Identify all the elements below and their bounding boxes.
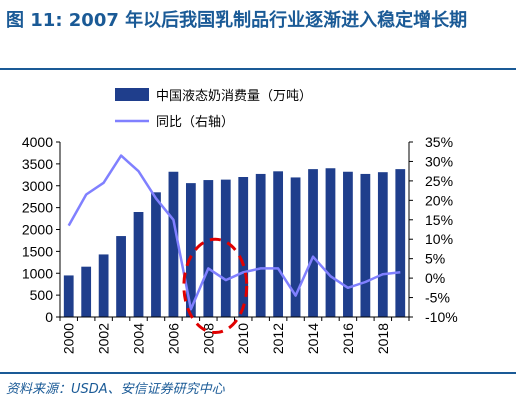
bar [168, 171, 179, 317]
x-tick-label: 2004 [131, 323, 147, 354]
bar [290, 177, 301, 317]
legend-label-consumption: 中国液态奶消费量（万吨） [156, 89, 312, 104]
y-left-tick-label: 0 [45, 309, 53, 325]
source-note: 资料来源：USDA、安信证券研究中心 [6, 382, 225, 397]
bar [343, 171, 353, 317]
y-right-tick-label: 20% [425, 192, 453, 208]
y-left-tick-label: 1000 [22, 265, 53, 281]
x-tick-label: 2018 [375, 323, 391, 354]
y-right-tick-label: -5% [425, 290, 450, 306]
y-right-tick-label: 15% [425, 212, 453, 228]
bar [63, 275, 74, 317]
y-right-tick-label: 5% [425, 251, 445, 267]
y-right-tick-label: -10% [425, 309, 458, 325]
x-tick-label: 2006 [165, 323, 181, 354]
y-left-tick-label: 1500 [22, 243, 53, 259]
bar [377, 172, 388, 317]
footer-divider [0, 372, 516, 374]
bar [360, 173, 371, 317]
y-left-tick-label: 2000 [22, 222, 53, 238]
bar [151, 192, 161, 317]
yoy-line [67, 154, 401, 311]
plot-area: 0 500 1000 1500 2000 2500 3000 3500 4000 -10% -5% 0… [22, 134, 458, 354]
bar [308, 169, 318, 317]
bar [133, 212, 144, 317]
title-divider [0, 68, 516, 70]
x-tick-label: 2014 [305, 323, 321, 354]
bar [395, 169, 406, 317]
bar [81, 266, 92, 317]
y-left-tick-label: 3000 [22, 178, 53, 194]
x-tick-label: 2010 [235, 323, 251, 354]
y-right-tick-label: 10% [425, 231, 453, 247]
bar [98, 254, 109, 317]
x-tick-label: 2012 [270, 323, 286, 354]
figure-title: 图 11: 2007 年以后我国乳制品行业逐渐进入稳定增长期 [6, 10, 468, 31]
bar [325, 168, 336, 317]
y-right-tick-label: 25% [425, 173, 453, 189]
bar [185, 183, 196, 317]
y-left-tick-label: 3500 [22, 156, 53, 172]
legend: 中国液态奶消费量（万吨） 同比（右轴） [115, 88, 312, 130]
x-tick-label: 2016 [340, 323, 356, 354]
y-left-tick-label: 4000 [22, 134, 53, 150]
bar [203, 180, 214, 317]
chart: 中国液态奶消费量（万吨） 同比（右轴） 0 500 1000 1500 2000 2500… [22, 88, 458, 354]
bar [220, 179, 231, 317]
x-tick-label: 2002 [96, 323, 112, 354]
bar [238, 177, 249, 317]
x-tick-label: 2000 [61, 323, 77, 354]
legend-label-yoy: 同比（右轴） [156, 115, 234, 130]
y-left-tick-label: 500 [30, 287, 54, 303]
y-right-tick-label: 0% [425, 270, 445, 286]
legend-swatch-consumption [115, 88, 149, 101]
bar [273, 171, 284, 317]
bar [116, 236, 126, 317]
y-right-tick-label: 30% [425, 153, 453, 169]
y-right-tick-label: 35% [425, 134, 453, 150]
highlight-ellipse [182, 237, 249, 335]
y-left-tick-label: 2500 [22, 200, 53, 216]
bar [255, 173, 266, 317]
